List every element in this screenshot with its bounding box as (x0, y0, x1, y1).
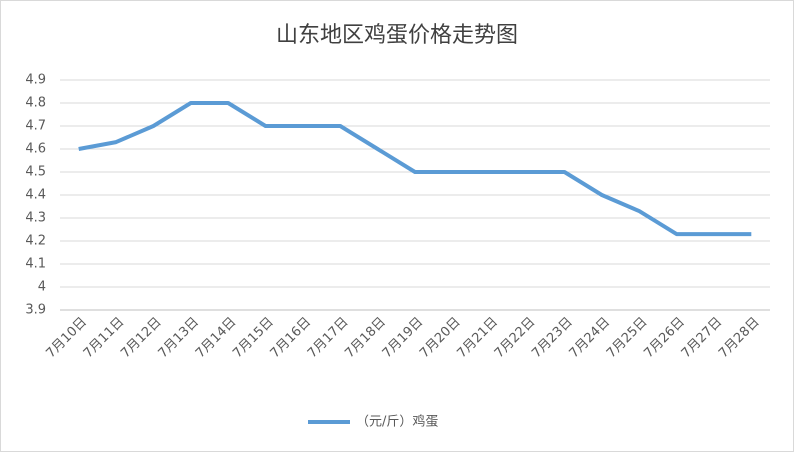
data-line (78, 101, 752, 237)
y-tick-label: 4.2 (25, 234, 46, 249)
chart-title: 山东地区鸡蛋价格走势图 (276, 23, 518, 48)
y-tick-label: 3.9 (25, 303, 46, 318)
y-tick-label: 4 (38, 280, 46, 295)
y-tick-label: 4.4 (25, 188, 46, 203)
y-tick-label: 4.8 (25, 96, 46, 111)
y-tick-label: 4.5 (25, 165, 46, 180)
y-tick-label: 4.9 (25, 73, 46, 88)
legend-label: （元/斤）鸡蛋 (356, 414, 438, 430)
y-tick-label: 4.1 (25, 257, 46, 272)
y-tick-label: 4.6 (25, 142, 46, 157)
y-tick-label: 4.7 (25, 119, 46, 134)
y-tick-label: 4.3 (25, 211, 46, 226)
